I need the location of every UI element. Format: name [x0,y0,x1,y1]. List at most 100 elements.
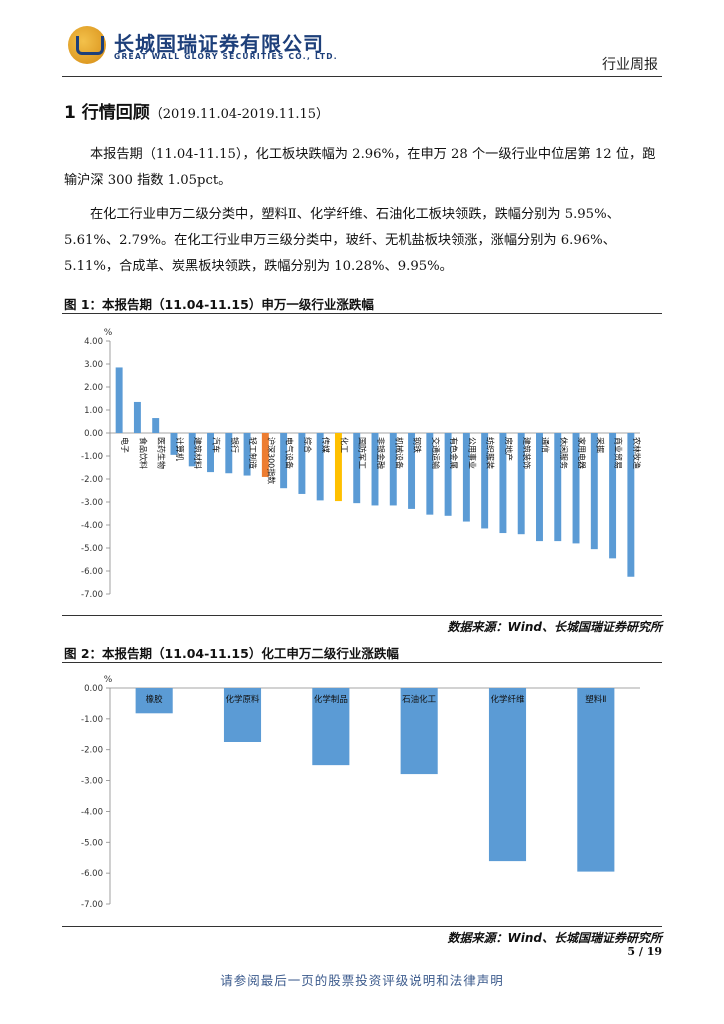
chart-2-bar [223,688,262,742]
chart-1: %4.00 3.00 2.00 1.00 0.00 -1.00 -2.00 -3.00 -4.0… [81,328,642,600]
chart-1-y-tick-label: -7.00 [81,590,103,600]
chart-1-bar [261,433,269,477]
chart-1-category-label: 银行 [230,437,240,453]
footer-disclaimer: 请参阅最后一页的股票投资评级说明和法律声明 [220,973,504,988]
chart-2-y-tick-label: -3.00 [81,777,103,787]
chart-1-category-label: 休闲服务 [559,437,569,469]
chart-1-bar [389,433,397,506]
chart-1-category-label: 公用事业 [467,437,477,469]
figure-1-top-line [62,313,662,314]
paragraph-1: 本报告期（11.04-11.15），化工板块跌幅为 2.96%，在申万 28 个… [64,142,664,194]
chart-1-category-label: 国防军工 [358,437,368,469]
chart-1-category-label: 电气设备 [285,437,295,469]
chart-1-bar [499,433,507,534]
figure-2-source: 数据来源：Wind、长城国瑞证券研究所 [447,931,662,945]
figure-1-source: 数据来源：Wind、长城国瑞证券研究所 [447,620,662,634]
chart-2-y-tick-label: -1.00 [81,715,103,725]
chart-1-bar [225,433,233,474]
chart-1-category-label: 家用电器 [577,437,587,469]
chart-2-y-tick-label: -6.00 [81,869,103,879]
chart-1-bar [243,433,251,476]
chart-1-category-label: 纺织服装 [486,437,496,469]
chart-1-bar [188,433,196,467]
chart-1-category-label: 医药生物 [157,437,167,469]
chart-1-bar [334,433,342,502]
chart-1-bar [115,367,123,433]
chart-1-category-label: 化工 [339,437,349,453]
page-number: 5 / 19 [627,945,662,958]
chart-1-category-label: 采掘 [595,437,605,453]
company-name-cn: 长城国瑞证券有限公司 [114,32,324,56]
chart-1-category-label: 计算机 [175,437,185,461]
chart-2-category-label: 塑料Ⅱ [585,694,606,705]
company-logo-icon [68,26,106,64]
chart-1-bar [426,433,434,515]
figure-1-title: 图 1：本报告期（11.04-11.15）申万一级行业涨跌幅 [64,297,374,312]
chart-2-unit: % [104,675,113,685]
chart-1-y-tick-label: 4.00 [84,337,103,347]
chart-1-bar [481,433,489,529]
header-divider [62,76,662,77]
section-dates: （2019.11.04-2019.11.15） [149,107,330,122]
chart-1-category-label: 建筑装饰 [522,437,532,469]
chart-1-bar [371,433,379,506]
chart-1-y-tick-label: 3.00 [84,360,103,370]
chart-1-bar [170,433,178,455]
chart-1-category-label: 电子 [120,437,130,453]
paragraph-2-text: 在化工行业申万二级分类中，塑料Ⅱ、化学纤维、石油化工板块领跌，跌幅分别为 5.9… [64,207,620,274]
chart-1-bar [316,433,324,501]
paragraph-1-text: 本报告期（11.04-11.15），化工板块跌幅为 2.96%，在申万 28 个… [64,147,656,188]
report-type: 行业周报 [602,57,658,73]
figure-2-bottom-line [62,926,662,927]
section-heading: 1 行情回顾 [64,103,150,123]
chart-1-bar [517,433,525,535]
chart-1-category-label: 非银金融 [376,437,386,469]
chart-1-bar [207,433,214,473]
chart-2-category-label: 石油化工 [402,694,437,705]
chart-2-bar [488,688,527,862]
chart-1-y-tick-label: -6.00 [81,567,103,577]
chart-2-bar [400,688,438,775]
chart-1-bar [280,433,288,489]
chart-1-bar [609,433,617,559]
chart-1-category-label: 房地产 [504,437,514,461]
page-header: 长城国瑞证券有限公司 GREAT WALL GLORY SECURITIES C… [0,0,724,80]
chart-1-bar [590,433,598,550]
chart-2-y-tick-label: -7.00 [81,900,103,910]
chart-2: %0.00 -1.00 -2.00 -3.00 -4.00 -5.00 -6.00 -7.00… [81,675,640,910]
chart-1-category-label: 农林牧渔 [632,437,642,469]
chart-1-category-label: 钢铁 [413,437,423,453]
chart-1-bar [444,433,452,516]
paragraph-2: 在化工行业申万二级分类中，塑料Ⅱ、化学纤维、石油化工板块领跌，跌幅分别为 5.9… [64,202,664,280]
chart-1-category-label: 建筑材料 [193,437,203,469]
figure-2-title: 图 2：本报告期（11.04-11.15）化工申万二级行业涨跌幅 [64,646,399,661]
chart-1-bar [536,433,543,542]
chart-1-category-label: 汽车 [212,437,222,453]
chart-1-y-tick-label: -5.00 [81,544,103,554]
chart-1-y-tick-label: -3.00 [81,498,103,508]
chart-1-category-label: 有色金属 [449,437,459,469]
figure-2-top-line [62,662,662,663]
chart-2-bar [312,688,350,766]
chart-1-bar [627,433,635,577]
chart-1-bar [133,401,141,433]
chart-1-category-label: 交通运输 [431,437,441,469]
chart-1-category-label: 商业贸易 [614,437,624,469]
chart-2-bar [135,688,173,714]
chart-2-category-label: 化学制品 [314,694,348,705]
chart-1-category-label: 机械设备 [394,437,404,469]
chart-1-y-tick-label: 1.00 [84,406,103,416]
chart-1-unit: % [104,328,113,338]
company-name-en: GREAT WALL GLORY SECURITIES CO., LTD. [114,52,338,61]
chart-1-bar [298,433,306,494]
chart-2-y-tick-label: -5.00 [81,838,103,848]
chart-1-y-tick-label: -4.00 [81,521,103,531]
chart-1-category-label: 沪深300指数 [266,437,276,484]
chart-1-category-label: 通信 [540,437,550,453]
chart-1-bar [408,433,416,509]
chart-2-category-label: 化学纤维 [490,694,525,705]
chart-1-y-tick-label: 0.00 [84,429,103,439]
chart-1-category-label: 食品饮料 [138,437,148,469]
section-title: 1 行情回顾（2019.11.04-2019.11.15） [64,98,329,123]
chart-2-category-label: 化学原料 [225,694,260,705]
